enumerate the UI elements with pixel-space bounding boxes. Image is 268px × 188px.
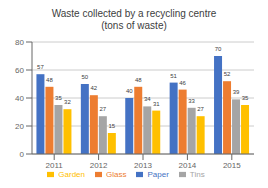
svg-text:57: 57 xyxy=(37,64,44,70)
svg-text:0: 0 xyxy=(20,150,25,159)
svg-text:2015: 2015 xyxy=(223,161,241,170)
svg-text:15: 15 xyxy=(108,123,115,129)
svg-text:2013: 2013 xyxy=(134,161,152,170)
svg-text:34: 34 xyxy=(144,96,151,102)
svg-text:48: 48 xyxy=(46,77,53,83)
svg-text:48: 48 xyxy=(135,77,142,83)
svg-text:27: 27 xyxy=(99,106,106,112)
svg-text:35: 35 xyxy=(242,95,249,101)
svg-text:80: 80 xyxy=(15,38,24,47)
html-text:Garden: Garden xyxy=(58,170,85,179)
svg-text:51: 51 xyxy=(170,73,177,79)
html-text:Paper: Paper xyxy=(147,170,169,179)
svg-text:42: 42 xyxy=(90,85,97,91)
html-text:(tons of waste): (tons of waste) xyxy=(101,20,167,31)
html-text:Tins: Tins xyxy=(189,170,205,179)
html-text:Waste collected by a recycling: Waste collected by a recycling centre xyxy=(51,8,217,19)
svg-text:46: 46 xyxy=(179,80,186,86)
svg-text:2012: 2012 xyxy=(90,161,108,170)
svg-text:39: 39 xyxy=(233,89,240,95)
svg-text:50: 50 xyxy=(81,74,88,80)
svg-text:60: 60 xyxy=(15,66,24,75)
svg-text:70: 70 xyxy=(215,46,222,52)
svg-text:32: 32 xyxy=(64,99,71,105)
html-text:Glass: Glass xyxy=(106,170,127,179)
svg-text:31: 31 xyxy=(153,101,160,107)
svg-text:40: 40 xyxy=(126,88,133,94)
svg-text:20: 20 xyxy=(15,122,24,131)
svg-text:52: 52 xyxy=(224,71,231,77)
svg-text:2014: 2014 xyxy=(179,161,197,170)
svg-text:27: 27 xyxy=(197,106,204,112)
svg-text:40: 40 xyxy=(15,94,24,103)
svg-text:35: 35 xyxy=(55,95,62,101)
svg-text:33: 33 xyxy=(188,98,195,104)
svg-text:2011: 2011 xyxy=(46,161,64,170)
